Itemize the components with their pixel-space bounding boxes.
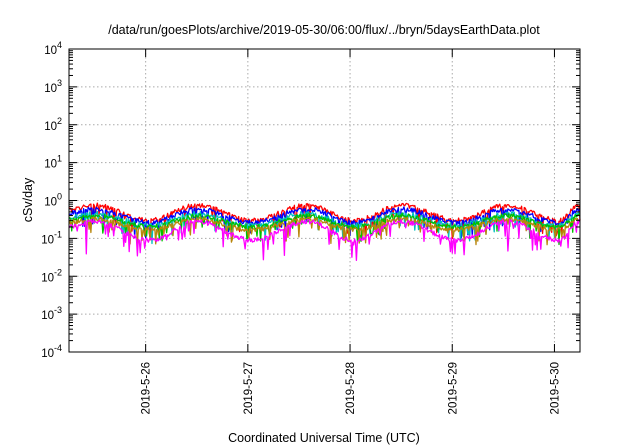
y-tick-label: 10-1 [41,229,62,246]
y-axis-title: cSv/day [21,177,35,222]
y-tick-label: 100 [44,192,62,209]
x-tick-label: 2019-5-29 [447,362,459,414]
y-tick-label: 10-4 [41,343,62,360]
y-tick-label: 103 [44,78,62,95]
x-tick-label: 2019-5-30 [549,362,561,414]
y-tick-label: 102 [44,116,62,133]
chart-title: /data/run/goesPlots/archive/2019-05-30/0… [108,23,540,37]
x-tick-label: 2019-5-28 [345,362,357,414]
y-tick-label: 10-3 [41,305,62,322]
series-line [68,216,581,246]
series-line [68,218,581,261]
y-tick-label: 10-2 [41,267,62,284]
x-axis-title: Coordinated Universal Time (UTC) [228,431,420,445]
series-line [68,212,581,246]
y-tick-label: 104 [44,40,62,57]
grid-lines [69,49,580,352]
y-tick-label: 101 [44,154,62,171]
x-axis: 2019-5-26 2019-5-27 2019-5-28 2019-5-29 2019… [141,49,561,414]
y-axis: 104 103 102 101 100 10-1 10-2 10-3 10-4 [41,40,580,360]
series-group [68,202,581,261]
series-line [68,202,581,240]
series-line [68,206,581,239]
x-tick-label: 2019-5-27 [243,362,255,414]
x-tick-label: 2019-5-26 [141,362,153,414]
